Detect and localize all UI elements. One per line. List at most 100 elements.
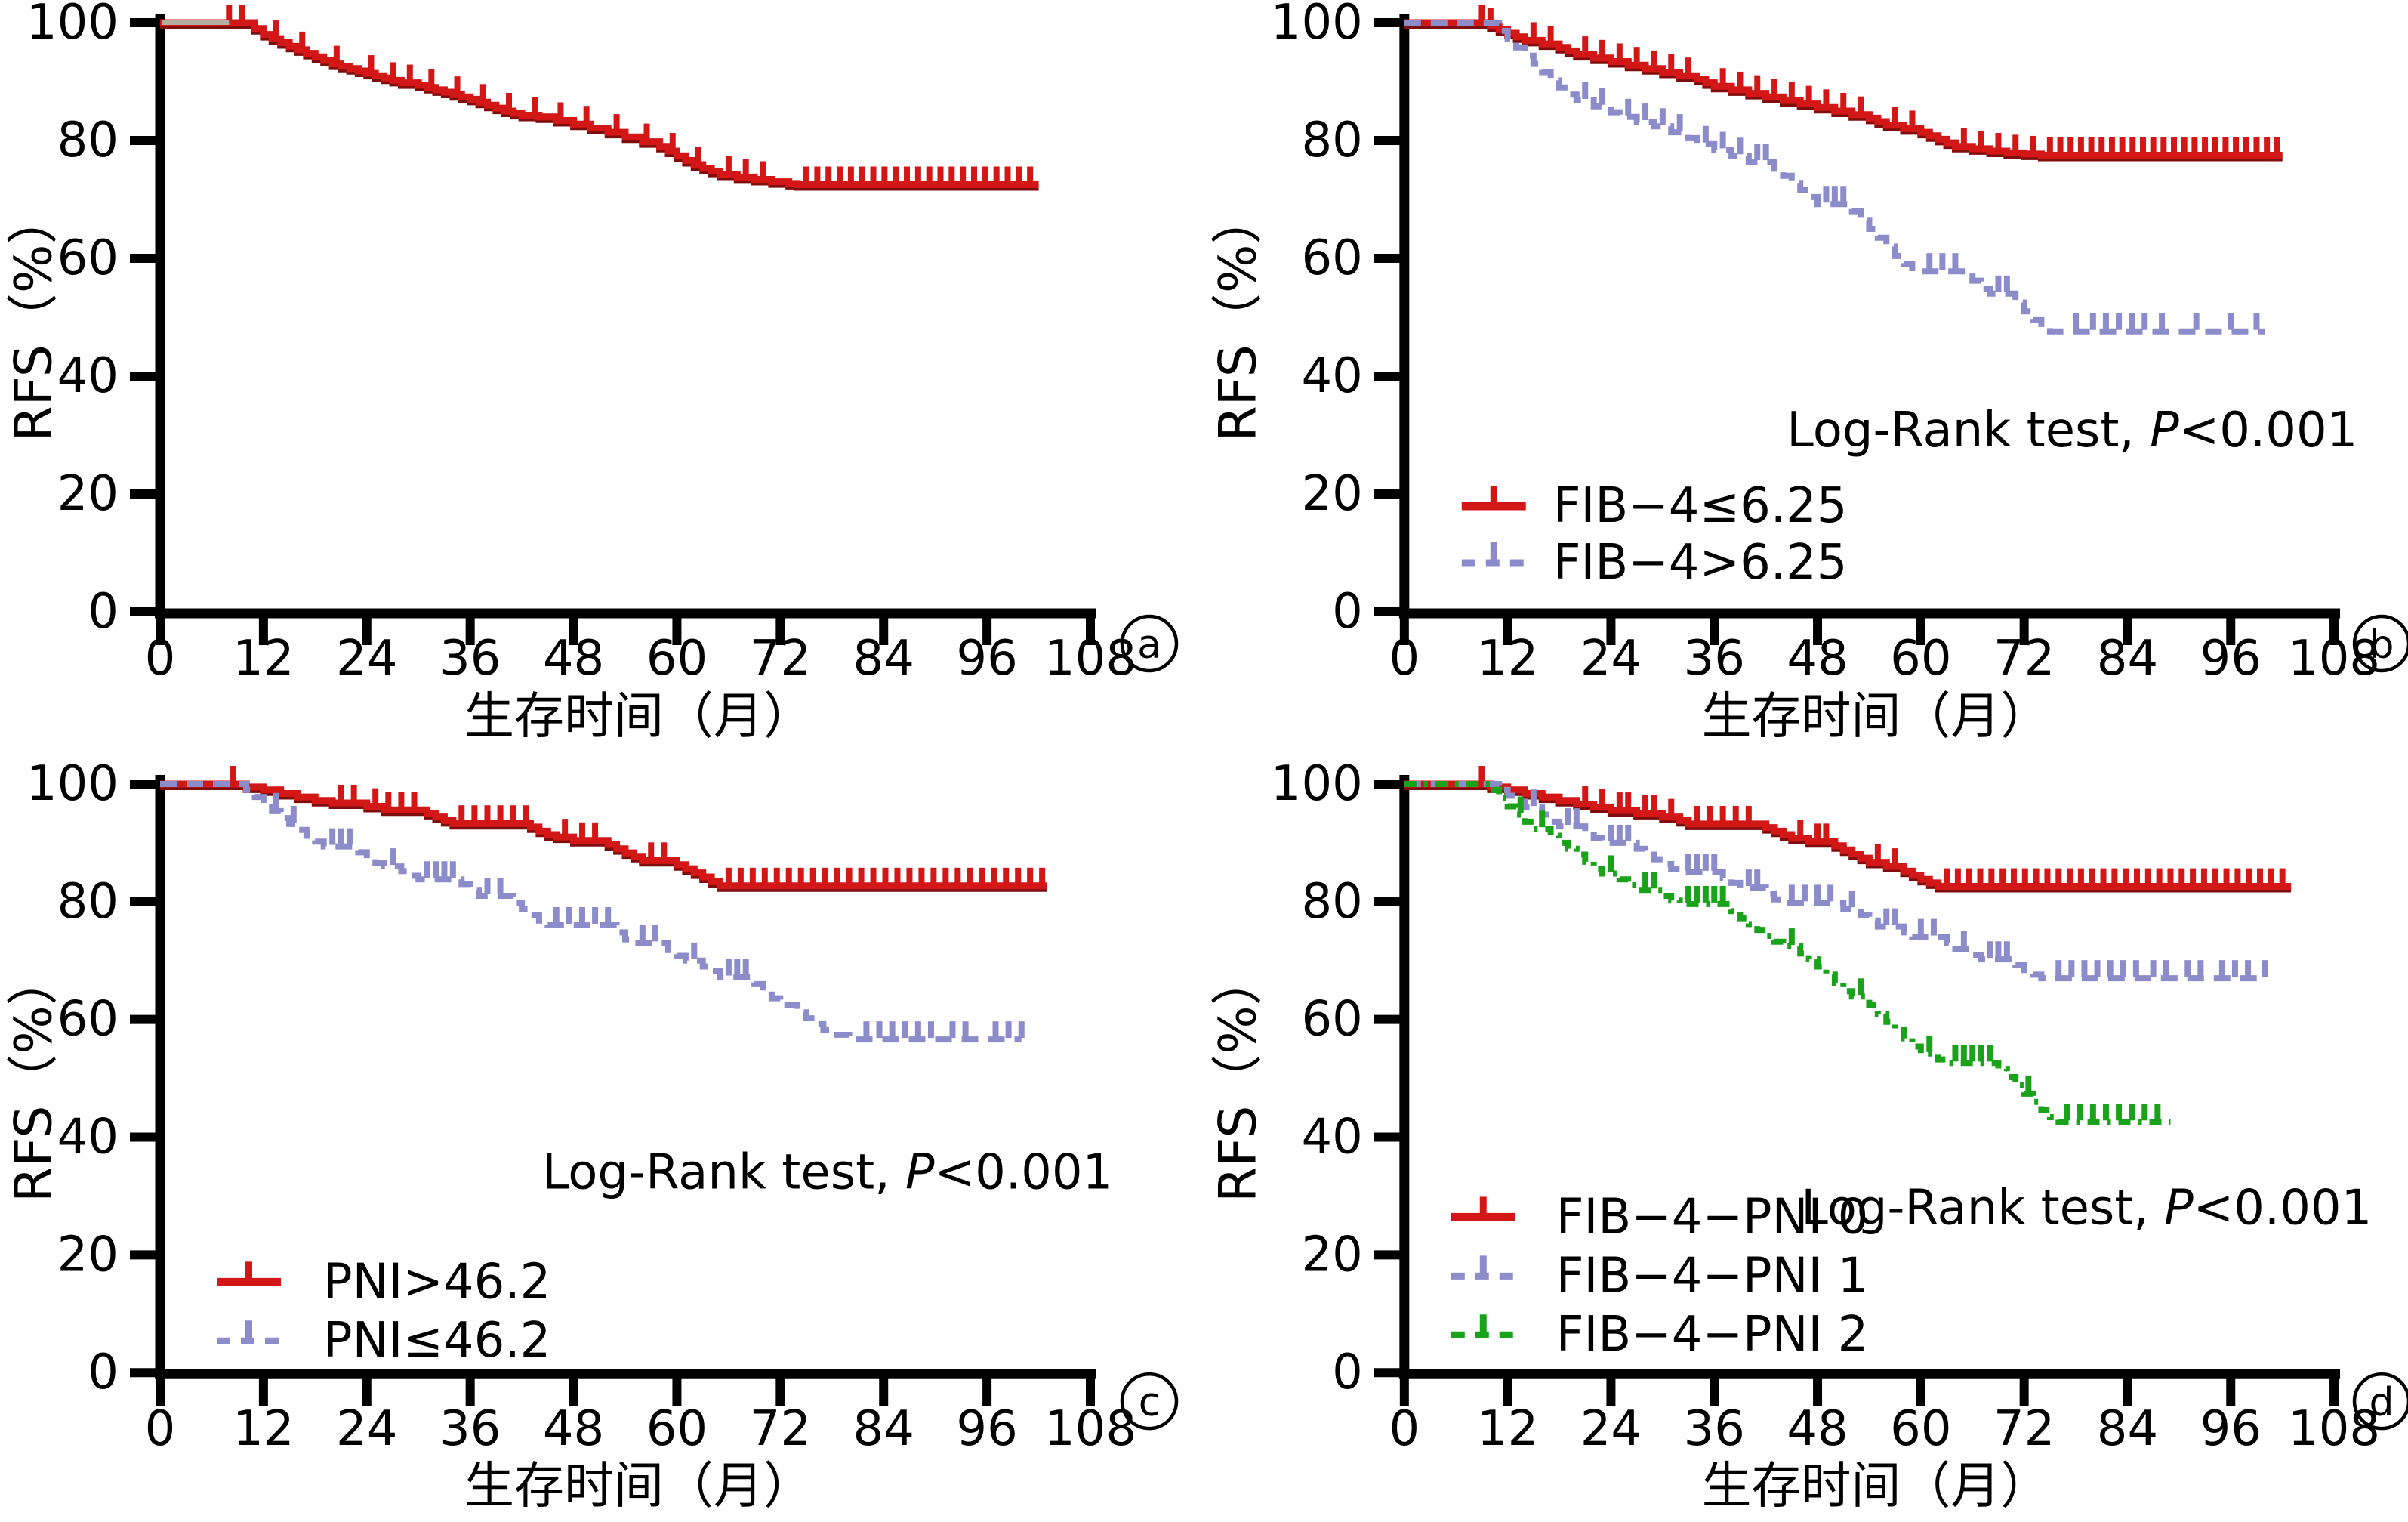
x-axis-title: 生存时间（月） <box>464 1457 813 1515</box>
panel-letter-circle-d <box>2352 1372 2408 1431</box>
x-tick-label: 72 <box>750 1401 811 1457</box>
x-tick-label: 24 <box>336 631 397 687</box>
y-tick-label: 0 <box>1332 584 1363 640</box>
panel-letter-d: d <box>2369 1380 2394 1425</box>
x-tick-label: 96 <box>2200 1401 2262 1457</box>
x-tick-label: 96 <box>956 631 1017 687</box>
panel-letter-circle-a <box>1120 614 1179 673</box>
panel-a: 0 20 40 60 80 100 0 12 24 36 48 60 72 84 96 108 RFS（%） 生存… <box>0 0 1204 761</box>
x-tick-label: 24 <box>1580 631 1642 687</box>
y-tick-label: 0 <box>1332 1344 1363 1400</box>
x-tick-label: 84 <box>853 1401 914 1457</box>
x-tick-label: 60 <box>646 1401 708 1457</box>
y-tick-label: 40 <box>1301 1110 1362 1165</box>
legend-label-FIB−4>6.25: FIB−4>6.25 <box>1553 535 1848 591</box>
curve-PNI>46.2 <box>160 780 1047 890</box>
x-tick-label: 84 <box>2097 1401 2158 1457</box>
x-tick-label: 84 <box>853 631 914 687</box>
y-tick-label: 100 <box>26 761 119 812</box>
y-tick-label: 20 <box>1301 466 1362 522</box>
x-tick-label: 12 <box>233 1401 294 1457</box>
panel-letter-circle-c <box>1120 1372 1179 1431</box>
panel-c-svg: 0 20 40 60 80 100 0 12 24 36 48 60 72 84 96 108 RFS（%） 生存… <box>4 761 1179 1515</box>
panel-b: 0 20 40 60 80 100 0 12 24 36 48 60 72 84 96 108 RFS（%） 生存… <box>1204 0 2408 761</box>
y-tick-label: 100 <box>26 0 119 51</box>
note-log-rank: Log-Rank test, P<0.001 <box>1801 1180 2372 1236</box>
curve-PNI≤46.2 <box>160 780 1022 1043</box>
y-tick-label: 20 <box>1301 1227 1362 1283</box>
x-tick-label: 48 <box>1787 631 1848 687</box>
x-tick-label: 48 <box>543 1401 604 1457</box>
y-tick-label: 100 <box>1271 761 1363 812</box>
legend-label-FIB−4−PNI 1: FIB−4−PNI 1 <box>1556 1248 1869 1304</box>
x-tick-label: 36 <box>439 1401 501 1457</box>
x-axis-title: 生存时间（月） <box>1702 1457 2051 1515</box>
y-tick-label: 80 <box>1301 874 1362 930</box>
legend-label-FIB−4−PNI 2: FIB−4−PNI 2 <box>1556 1307 1869 1363</box>
x-tick-label: 84 <box>2097 631 2158 687</box>
x-tick-label: 0 <box>1389 631 1420 687</box>
x-tick-label: 12 <box>1477 1401 1538 1457</box>
x-tick-label: 36 <box>1684 1401 1745 1457</box>
y-tick-label: 80 <box>1301 113 1362 168</box>
curve-FIB−4−PNI 2 <box>1404 780 2171 1125</box>
x-axis-title: 生存时间（月） <box>464 687 813 746</box>
y-tick-label: 60 <box>57 230 119 286</box>
x-tick-label: 48 <box>1787 1401 1848 1457</box>
y-tick-label: 60 <box>1301 992 1362 1048</box>
panel-c: 0 20 40 60 80 100 0 12 24 36 48 60 72 84 96 108 RFS（%） 生存… <box>0 761 1204 1522</box>
y-tick-label: 0 <box>88 1344 119 1400</box>
curve-FIB−4≤6.25 <box>1404 19 2283 159</box>
x-tick-label: 36 <box>439 631 501 687</box>
x-tick-label: 60 <box>646 631 708 687</box>
panel-letter-circle-b <box>2352 614 2408 673</box>
y-tick-label: 100 <box>1271 0 1363 51</box>
panel-b-svg: 0 20 40 60 80 100 0 12 24 36 48 60 72 84 96 108 RFS（%） 生存… <box>1208 0 2408 746</box>
x-tick-label: 72 <box>750 631 811 687</box>
y-axis-title: RFS（%） <box>5 193 64 442</box>
x-tick-label: 36 <box>1684 631 1745 687</box>
y-tick-label: 40 <box>1301 348 1362 404</box>
x-tick-label: 108 <box>2288 631 2380 687</box>
x-tick-label: 0 <box>145 631 176 687</box>
x-tick-label: 60 <box>1890 631 1951 687</box>
legend-label-PNI≤46.2: PNI≤46.2 <box>323 1313 550 1369</box>
legend-label-FIB−4−PNI 0: FIB−4−PNI 0 <box>1556 1189 1869 1245</box>
panel-d-svg: 0 20 40 60 80 100 0 12 24 36 48 60 72 84 96 108 RFS（%） 生存… <box>1208 761 2408 1515</box>
y-tick-label: 60 <box>1301 230 1362 286</box>
x-tick-label: 12 <box>233 631 294 687</box>
curve-FIB−4−PNI 1 <box>1404 780 2265 982</box>
y-tick-label: 80 <box>57 113 119 168</box>
panel-letter-b: b <box>2369 622 2394 668</box>
x-tick-label: 12 <box>1477 631 1538 687</box>
y-tick-label: 0 <box>88 584 119 640</box>
note-log-rank: Log-Rank test, P<0.001 <box>542 1144 1114 1200</box>
curve-FIB−4>6.25 <box>1404 20 2265 335</box>
y-tick-label: 80 <box>57 874 119 930</box>
note-log-rank: Log-Rank test, P<0.001 <box>1787 403 2357 458</box>
y-tick-label: 40 <box>57 1110 119 1165</box>
x-tick-label: 48 <box>543 631 604 687</box>
x-tick-label: 0 <box>145 1401 176 1457</box>
legend-label-FIB−4≤6.25: FIB−4≤6.25 <box>1553 478 1848 534</box>
y-tick-label: 60 <box>57 992 119 1048</box>
y-axis-title: RFS（%） <box>1208 954 1268 1202</box>
x-tick-label: 72 <box>1993 1401 2055 1457</box>
x-tick-label: 0 <box>1389 1401 1420 1457</box>
x-tick-label: 96 <box>2200 631 2262 687</box>
y-tick-label: 20 <box>57 1227 119 1283</box>
x-axis-title: 生存时间（月） <box>1702 687 2051 745</box>
curve-RFS <box>160 19 1039 188</box>
curve-FIB−4−PNI 0 <box>1404 780 2292 891</box>
x-tick-label: 108 <box>1044 1401 1136 1457</box>
panel-letter-c: c <box>1139 1380 1161 1425</box>
y-tick-label: 40 <box>57 348 119 404</box>
legend-label-PNI>46.2: PNI>46.2 <box>323 1254 550 1310</box>
x-tick-label: 60 <box>1890 1401 1951 1457</box>
x-tick-label: 108 <box>2288 1401 2380 1457</box>
panel-d: 0 20 40 60 80 100 0 12 24 36 48 60 72 84 96 108 RFS（%） 生存… <box>1204 761 2408 1522</box>
x-tick-label: 24 <box>336 1401 397 1457</box>
panel-letter-a: a <box>1137 622 1161 668</box>
